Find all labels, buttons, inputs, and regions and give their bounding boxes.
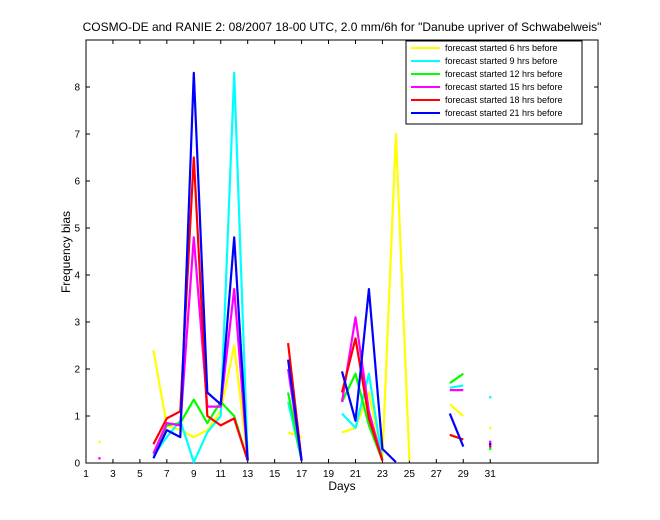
legend-label: forecast started 12 hrs before [445, 69, 563, 79]
y-tick-label: 5 [74, 224, 80, 235]
x-tick-label: 17 [296, 469, 308, 480]
x-tick-label: 25 [404, 469, 416, 480]
x-tick-label: 21 [350, 469, 362, 480]
series-layer [98, 71, 492, 464]
x-axis-ticks: 1 3 5 7 9 11 13 15 17 19 21 23 25 27 29 31 [83, 40, 496, 480]
y-tick-label: 8 [74, 83, 80, 94]
legend-label: forecast started 9 hrs before [445, 56, 558, 66]
series-point [488, 445, 492, 448]
series-point [488, 447, 492, 451]
y-tick-label: 7 [74, 130, 80, 141]
y-tick-label: 2 [74, 365, 80, 376]
x-tick-label: 11 [216, 469, 227, 480]
y-tick-label: 3 [74, 318, 80, 329]
series-line [449, 372, 464, 385]
series-point [98, 457, 101, 460]
series-line [287, 359, 303, 461]
legend-box [405, 40, 583, 125]
series-line [341, 132, 411, 461]
x-tick-label: 7 [164, 469, 170, 480]
series-line [152, 71, 249, 464]
x-tick-label: 29 [458, 469, 470, 480]
x-tick-label: 5 [137, 469, 143, 480]
series-point [488, 442, 492, 446]
y-axis-ticks: 0 1 2 3 4 5 6 7 8 [74, 83, 598, 470]
chart-title: COSMO-DE and RANIE 2: 08/2007 18-00 UTC,… [83, 20, 602, 34]
x-tick-label: 31 [485, 469, 497, 480]
series-line [152, 156, 249, 461]
series-line [340, 337, 384, 461]
series-point [488, 426, 492, 430]
series-point [488, 440, 492, 444]
series-line [448, 413, 465, 448]
legend: forecast started 6 hrs before forecast st… [405, 40, 583, 125]
y-tick-label: 1 [74, 412, 80, 423]
x-tick-label: 1 [83, 469, 89, 480]
series-line [152, 344, 249, 461]
y-tick-label: 6 [74, 177, 80, 188]
series-line [340, 288, 397, 463]
legend-label: forecast started 6 hrs before [445, 43, 558, 53]
series-6 [152, 71, 492, 463]
x-tick-label: 19 [323, 469, 335, 480]
legend-label: forecast started 18 hrs before [445, 95, 563, 105]
y-axis-label: Frequency bias [59, 211, 73, 293]
legend-label: forecast started 21 hrs before [445, 108, 563, 118]
series-line [449, 403, 465, 417]
y-tick-label: 4 [74, 271, 80, 282]
series-line [152, 71, 249, 461]
x-axis-label: Days [328, 479, 355, 493]
x-tick-label: 13 [242, 469, 254, 480]
series-point [488, 395, 492, 399]
x-tick-label: 3 [110, 469, 116, 480]
legend-label: forecast started 15 hrs before [445, 82, 563, 92]
series-point [98, 440, 101, 444]
x-tick-label: 23 [377, 469, 389, 480]
y-tick-label: 0 [74, 459, 80, 470]
series-line [152, 236, 249, 461]
x-tick-label: 15 [269, 469, 281, 480]
series-line [152, 398, 249, 461]
x-tick-label: 27 [431, 469, 443, 480]
x-tick-label: 9 [191, 469, 197, 480]
series-line [449, 384, 464, 389]
